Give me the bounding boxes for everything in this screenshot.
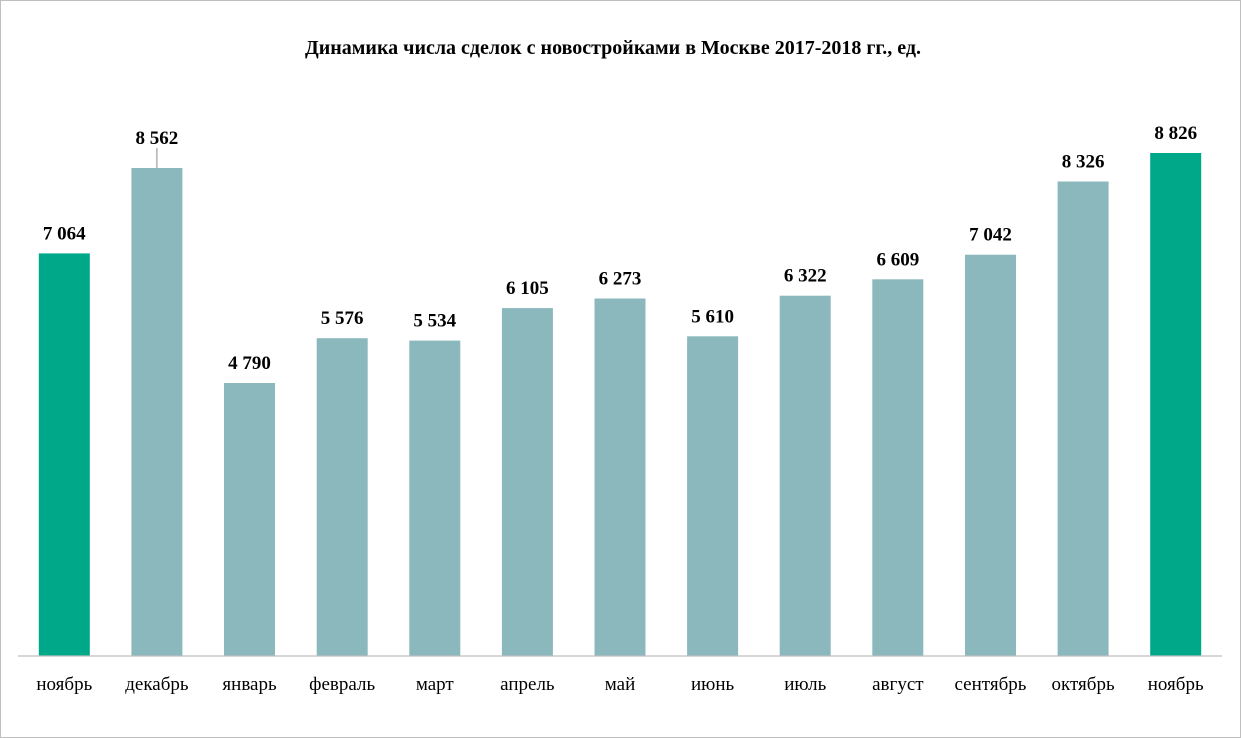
x-tick-label: январь (222, 674, 277, 695)
x-tick-label: сентябрь (955, 674, 1027, 695)
bar (1150, 153, 1202, 656)
x-tick-label: июль (784, 674, 826, 695)
bar (38, 253, 90, 656)
data-label: 6 322 (784, 266, 827, 287)
x-tick-label: декабрь (125, 674, 189, 695)
data-label: 5 534 (413, 311, 456, 332)
data-label: 7 042 (969, 225, 1012, 246)
bar (687, 336, 739, 656)
x-tick-label: август (872, 674, 924, 695)
bar (131, 168, 183, 656)
data-label: 5 576 (321, 308, 364, 329)
bar (872, 279, 924, 656)
bar (594, 298, 646, 656)
x-tick-labels-group: ноябрь декабрь январь февраль март апрель май и… (36, 674, 1204, 695)
data-label: 8 326 (1062, 151, 1105, 172)
data-label: 6 105 (506, 278, 549, 299)
data-label: 4 790 (228, 353, 271, 374)
x-tick-label: ноябрь (1148, 674, 1204, 695)
data-label: 6 273 (599, 268, 642, 289)
data-label: 6 609 (876, 249, 919, 270)
bar (965, 254, 1016, 656)
data-labels-group: 7 064 8 562 4 790 5 576 5 534 6 105 6 273 5 610… (43, 123, 1197, 374)
x-tick-label: март (416, 674, 455, 695)
x-tick-label: май (605, 674, 636, 695)
bar (224, 383, 275, 656)
bar (501, 308, 553, 656)
bars-group (38, 153, 1202, 656)
bar (409, 340, 461, 656)
x-tick-label: февраль (309, 674, 375, 695)
x-tick-label: июнь (691, 674, 735, 695)
data-label: 7 064 (43, 223, 86, 244)
bar (316, 338, 368, 656)
data-label: 5 610 (691, 306, 734, 327)
x-tick-label: октябрь (1052, 674, 1115, 695)
chart-title: Динамика числа сделок с новостройками в … (305, 37, 921, 59)
bar (1057, 181, 1109, 656)
data-label: 8 826 (1154, 123, 1197, 144)
bar (779, 295, 831, 656)
x-tick-label: ноябрь (36, 674, 92, 695)
x-tick-label: апрель (500, 674, 555, 695)
data-label: 8 562 (136, 128, 179, 149)
